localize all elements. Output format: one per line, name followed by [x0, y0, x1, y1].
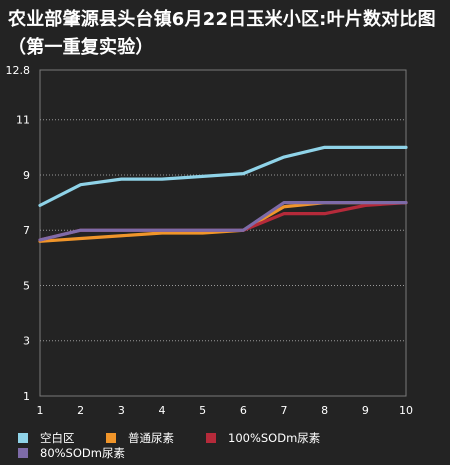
y-tick-label: 3	[23, 335, 30, 348]
legend-item: 100%SODm尿素	[206, 430, 320, 446]
x-tick-label: 3	[118, 404, 125, 417]
legend-label: 空白区	[40, 431, 75, 445]
series-line	[38, 201, 408, 242]
legend-swatch	[18, 448, 28, 458]
legend-label: 80%SODm尿素	[40, 446, 125, 460]
axis-layer: 1 3 5 7 9 11 12.8 1 2 3 4 5 6 7 8 9 10	[6, 64, 414, 417]
x-tick-label: 8	[321, 404, 328, 417]
legend-item: 空白区	[18, 430, 75, 446]
y-tick-label: 5	[23, 279, 30, 292]
y-tick-label: 1	[23, 390, 30, 403]
y-tick-label: 7	[23, 224, 30, 237]
legend-label: 100%SODm尿素	[228, 431, 321, 445]
x-tick-label: 1	[37, 404, 44, 417]
legend-swatch	[206, 433, 216, 443]
y-tick-label: 9	[23, 169, 30, 182]
x-tick-label: 6	[240, 404, 247, 417]
legend-item: 普通尿素	[106, 430, 174, 446]
series-line	[38, 201, 408, 242]
x-tick-label: 4	[159, 404, 166, 417]
legend-swatch	[18, 433, 28, 443]
series-line	[38, 145, 408, 207]
legend-item: 80%SODm尿素	[18, 445, 125, 461]
y-tick-label: 12.8	[6, 64, 31, 77]
series-layer	[38, 145, 408, 243]
x-tick-label: 2	[77, 404, 84, 417]
legend-label: 普通尿素	[128, 431, 174, 445]
y-tick-label: 11	[16, 114, 30, 127]
x-tick-label: 10	[399, 404, 413, 417]
legend-swatch	[106, 433, 116, 443]
chart-title: 农业部肇源县头台镇6月22日玉米小区:叶片数对比图（第一重复实验）	[8, 9, 436, 58]
legend: 空白区 普通尿素 100%SODm尿素 80%SODm尿素	[6, 428, 446, 462]
x-tick-label: 7	[281, 404, 288, 417]
plot-area-frame	[39, 69, 407, 397]
x-tick-label: 9	[362, 404, 369, 417]
x-tick-label: 5	[199, 404, 206, 417]
